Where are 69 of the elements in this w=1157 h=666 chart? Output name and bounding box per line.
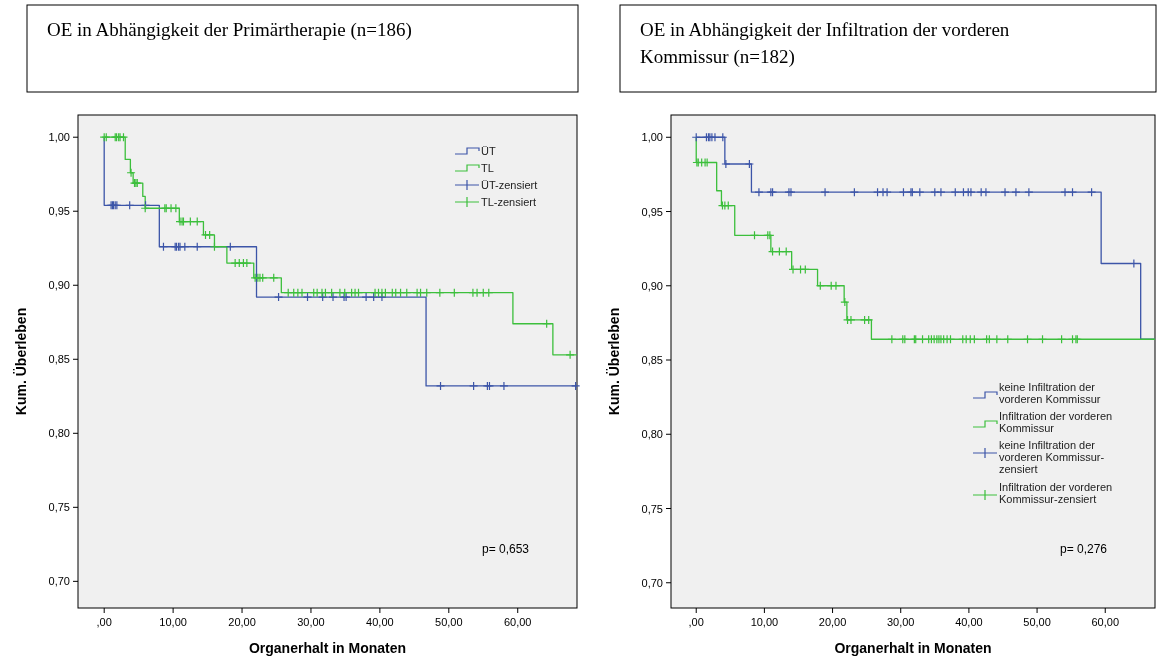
y-tick-label: 0,85 [641, 354, 663, 367]
point [840, 297, 850, 307]
point [864, 315, 874, 325]
x-tick-label: 50,00 [435, 616, 463, 628]
y-tick-label: 1,00 [48, 131, 70, 144]
point [754, 187, 764, 197]
point [1060, 187, 1070, 197]
y-tick-label: 0,85 [48, 353, 70, 366]
point [571, 381, 581, 391]
x-tick-label: ,00 [688, 616, 704, 628]
chart-title: OE in Abhängigkeit der Infiltration der vorderen Kommissur (n=182) [640, 19, 1010, 68]
legend-label: ÜT [481, 145, 496, 157]
point [328, 292, 338, 302]
point [361, 292, 371, 302]
annotation: p= 0,276 [1060, 542, 1108, 556]
legend-label: TL [481, 162, 494, 174]
x-tick-label: 60,00 [1091, 616, 1119, 628]
chart-title: OE in Abhängigkeit der Primärtherapie (n=186) [47, 19, 412, 41]
point [788, 264, 798, 275]
x-tick-label: 60,00 [503, 616, 532, 628]
y-tick-label: 0,80 [48, 427, 70, 440]
x-tick-label: 10,00 [750, 616, 779, 628]
y-tick-label: 1,00 [641, 131, 663, 144]
y-tick-label: 0,90 [641, 279, 663, 292]
x-axis-title: Organerhalt in Monaten [248, 640, 407, 656]
point [936, 187, 946, 197]
point [981, 187, 991, 197]
x-tick-label: 10,00 [159, 616, 187, 628]
point [1024, 187, 1034, 197]
point [1011, 187, 1021, 197]
legend-label: TL-zensiert [481, 196, 537, 208]
point [369, 292, 379, 302]
y-axis-title: Kum. Überleben [13, 307, 29, 416]
point [831, 281, 841, 291]
point [882, 187, 892, 197]
point [435, 381, 446, 391]
x-tick-label: ,00 [96, 616, 112, 628]
annotation: p= 0,653 [482, 542, 530, 556]
y-tick-label: 0,95 [48, 205, 70, 218]
x-axis-title: Organerhalt in Monaten [834, 640, 992, 656]
y-tick-label: 0,75 [48, 501, 70, 514]
point [273, 292, 284, 302]
y-tick-label: 0,75 [641, 502, 663, 515]
y-axis-title: Kum. Überleben [606, 307, 622, 416]
x-tick-label: 30,00 [297, 616, 325, 628]
point [469, 381, 479, 391]
point [744, 159, 754, 169]
point [499, 381, 509, 391]
point [1000, 187, 1010, 197]
point [820, 187, 830, 197]
y-tick-label: 0,70 [641, 576, 663, 589]
point [302, 292, 313, 302]
x-tick-label: 50,00 [1023, 616, 1051, 628]
x-tick-label: 40,00 [955, 616, 983, 628]
legend-label: Infiltration der vorderen Kommissur-zensiert [999, 481, 1113, 505]
legend-label: ÜT-zensiert [481, 179, 538, 191]
legend-label: keine Infiltration der vorderen Kommissur-zensiert [999, 439, 1105, 475]
y-tick-label: 0,80 [641, 428, 663, 441]
y-tick-label: 0,90 [48, 279, 70, 292]
legend-label: keine Infiltration der vorderen Kommissur [999, 381, 1101, 405]
y-tick-label: 0,70 [48, 575, 70, 588]
x-tick-label: 30,00 [886, 616, 915, 628]
x-tick-label: 20,00 [818, 616, 847, 628]
point [887, 334, 897, 344]
legend-label: Infiltration der vorderen Kommissur [999, 410, 1113, 434]
point [721, 159, 731, 169]
x-tick-label: 20,00 [228, 616, 256, 628]
y-tick-label: 0,95 [641, 205, 663, 218]
x-tick-label: 40,00 [366, 616, 394, 628]
